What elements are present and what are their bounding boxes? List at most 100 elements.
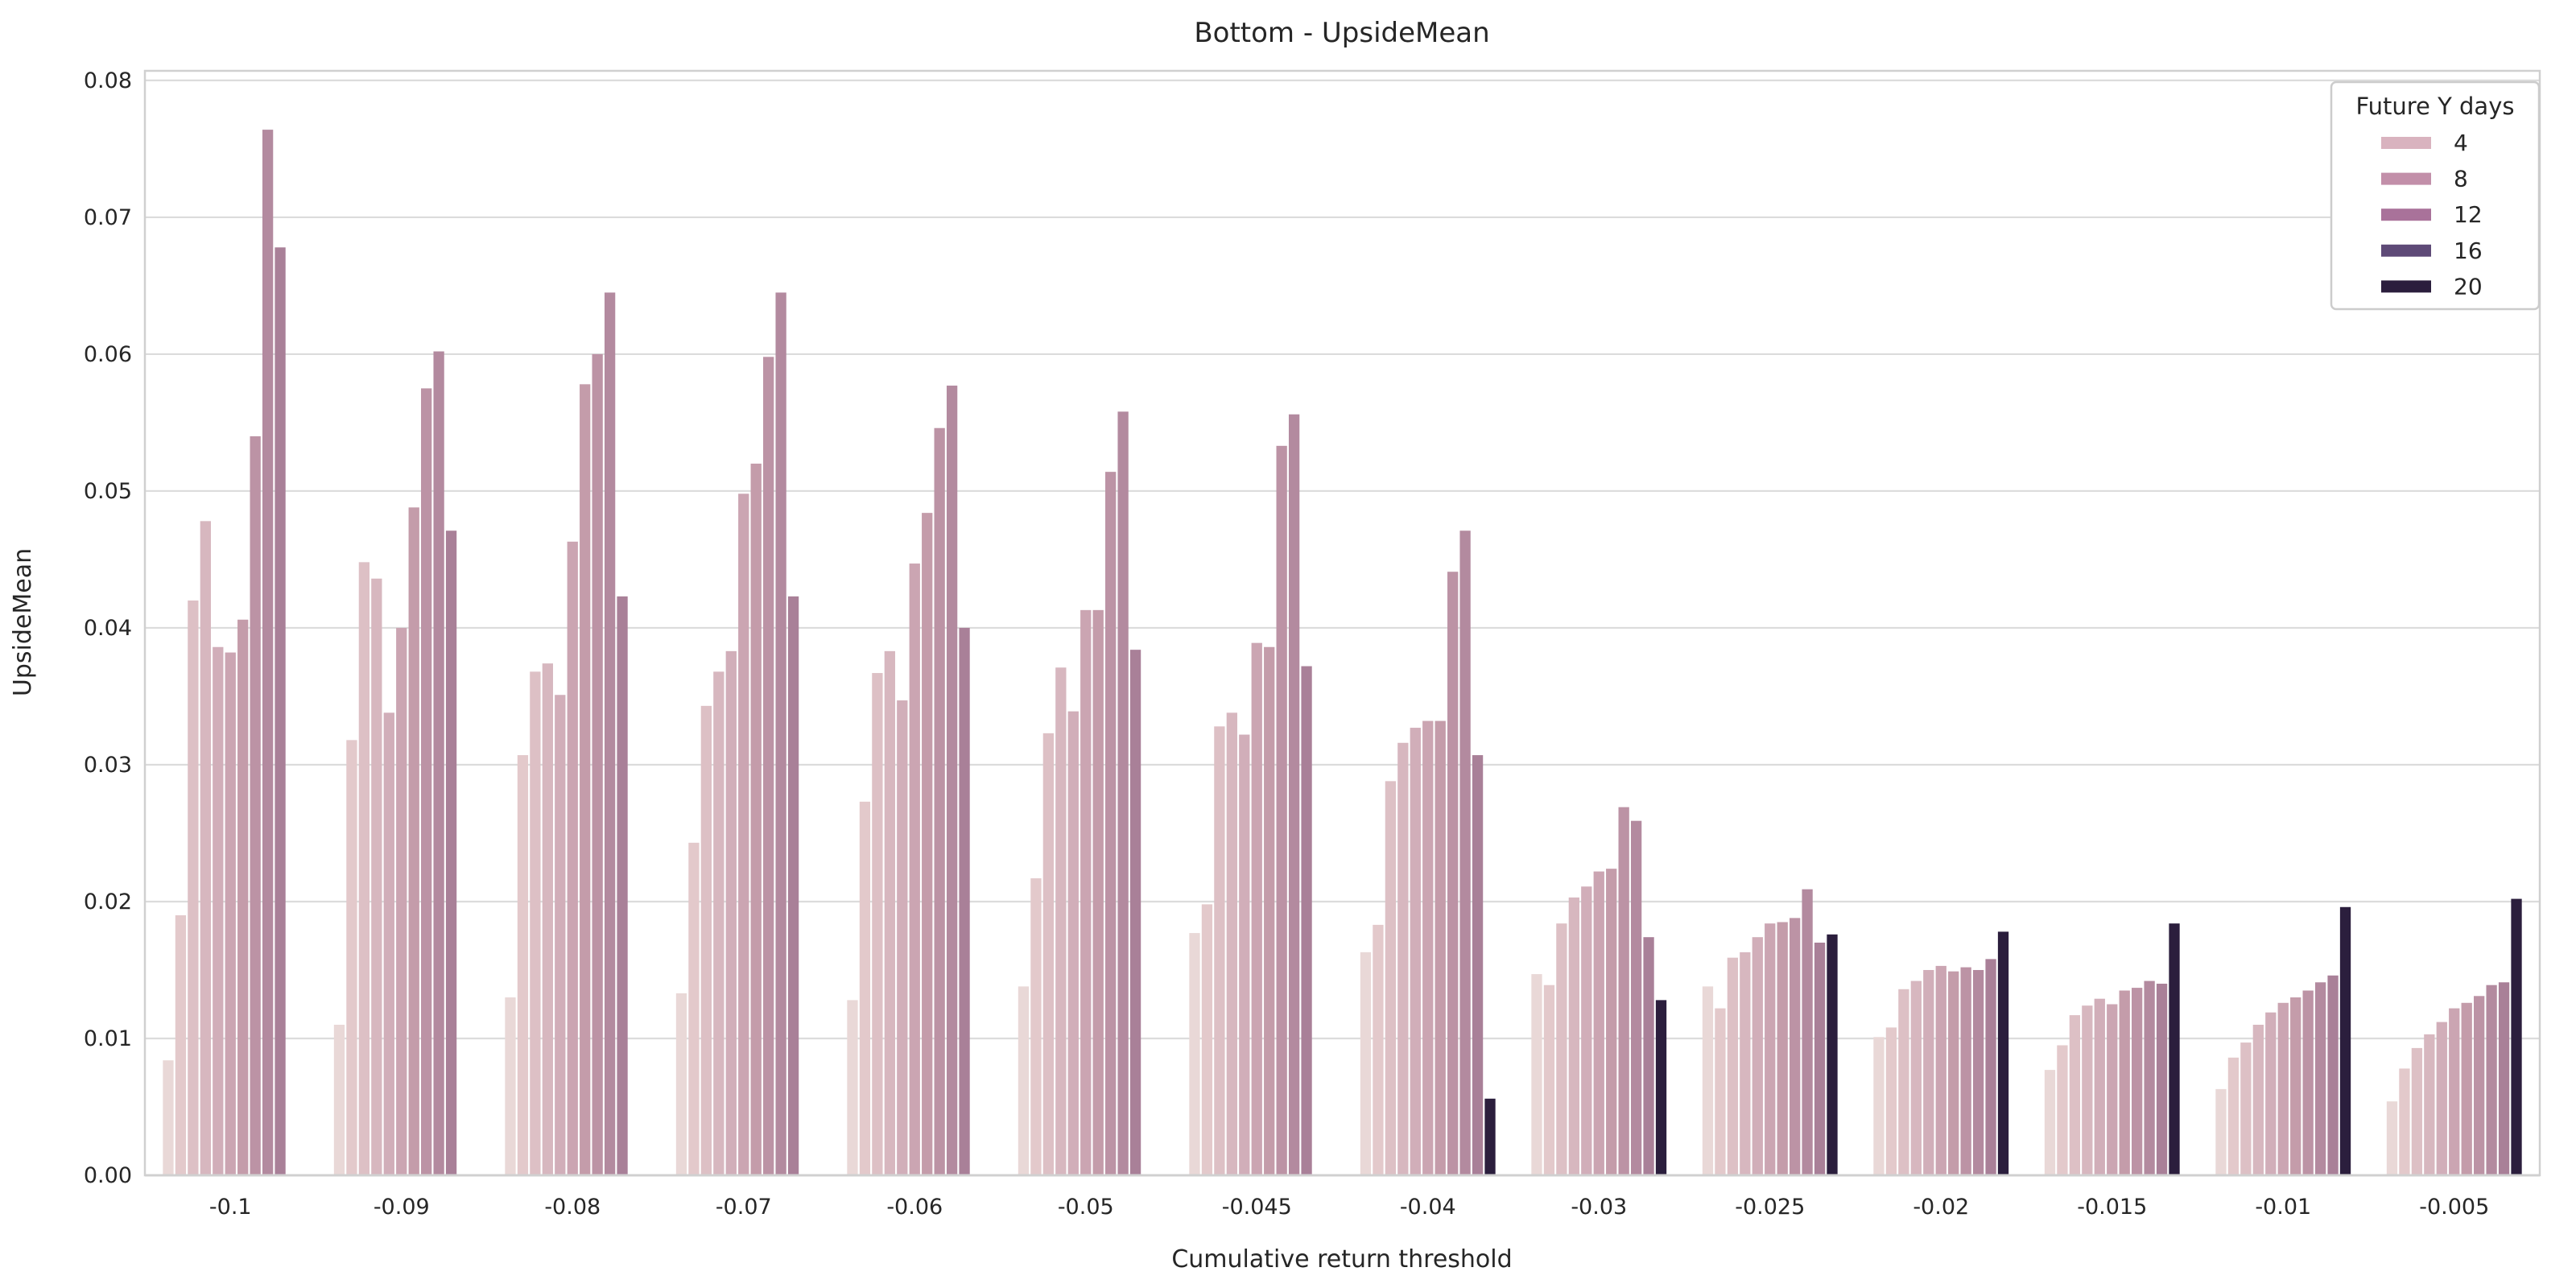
axes-spines-layer bbox=[143, 69, 2541, 1177]
bar-day7-cat-0.025 bbox=[1777, 922, 1788, 1175]
bar-day4-cat-0.005 bbox=[2424, 1034, 2435, 1175]
bar-day1-cat-0.07 bbox=[675, 993, 687, 1175]
y-axis-title: UpsideMean bbox=[9, 548, 37, 696]
legend-swatch-20 bbox=[2381, 280, 2431, 293]
bar-day7-cat-0.03 bbox=[1606, 869, 1617, 1175]
legend-entries: 4 8 12 16 20 bbox=[2381, 130, 2483, 299]
bar-day5-cat-0.09 bbox=[383, 712, 394, 1175]
bar-day3-cat-0.04 bbox=[1385, 781, 1397, 1175]
bar-day10-cat-0.01 bbox=[2327, 975, 2339, 1175]
bar-day7-cat-0.08 bbox=[580, 384, 591, 1175]
bar-day10-cat-0.045 bbox=[1301, 666, 1312, 1175]
bar-day6-cat-0.045 bbox=[1251, 642, 1262, 1175]
bar-day7-cat-0.005 bbox=[2461, 1002, 2472, 1175]
bar-day1-cat-0.05 bbox=[1018, 986, 1030, 1175]
bar-day3-cat-0.07 bbox=[700, 705, 712, 1175]
bar-day20-cat-0.015 bbox=[2169, 923, 2180, 1175]
bar-day8-cat-0.045 bbox=[1276, 445, 1287, 1175]
bar-day9-cat-0.07 bbox=[775, 292, 786, 1176]
bar-day4-cat-0.015 bbox=[2082, 1005, 2093, 1175]
bar-day5-cat-0.1 bbox=[213, 646, 224, 1175]
bar-day2-cat-0.02 bbox=[1885, 1027, 1897, 1175]
y-tick-label: 0.03 bbox=[84, 753, 132, 778]
bar-day5-cat-0.02 bbox=[1923, 969, 1934, 1175]
legend-label-16: 16 bbox=[2454, 237, 2483, 264]
bar-day4-cat-0.07 bbox=[713, 671, 724, 1175]
bar-day6-cat-0.005 bbox=[2449, 1008, 2460, 1175]
bar-day2-cat-0.06 bbox=[859, 801, 871, 1175]
bar-day2-cat-0.015 bbox=[2057, 1045, 2068, 1175]
legend-swatch-8 bbox=[2381, 172, 2431, 185]
bar-day4-cat-0.09 bbox=[371, 578, 382, 1175]
legend-swatch-16 bbox=[2381, 244, 2431, 257]
x-tick-label: -0.08 bbox=[544, 1195, 601, 1220]
x-tick-labels-layer: -0.1 -0.09 -0.08 -0.07 -0.06 -0.05 -0.045 -0.04… bbox=[209, 1195, 2489, 1220]
bar-day2-cat-0.08 bbox=[517, 755, 529, 1175]
bar-day7-cat-0.07 bbox=[750, 463, 762, 1175]
bar-day9-cat-0.01 bbox=[2314, 982, 2326, 1175]
bar-day20-cat-0.03 bbox=[1655, 1000, 1667, 1175]
bar-day1-cat-0.08 bbox=[505, 997, 516, 1175]
bar-day4-cat-0.05 bbox=[1055, 667, 1067, 1175]
bar-day7-cat-0.09 bbox=[408, 507, 419, 1175]
bar-day1-cat-0.02 bbox=[1873, 1037, 1885, 1175]
bar-day2-cat-0.025 bbox=[1715, 1008, 1726, 1175]
bar-day5-cat-0.04 bbox=[1410, 728, 1421, 1175]
bar-day9-cat-0.02 bbox=[1972, 969, 1984, 1175]
bar-day4-cat-0.04 bbox=[1397, 742, 1409, 1175]
bar-day5-cat-0.005 bbox=[2436, 1022, 2447, 1175]
bar-day4-cat-0.03 bbox=[1568, 897, 1579, 1175]
bar-day8-cat-0.07 bbox=[763, 357, 774, 1175]
bar-day9-cat-0.015 bbox=[2144, 980, 2155, 1175]
bar-day6-cat-0.04 bbox=[1422, 720, 1434, 1175]
bar-day10-cat-0.07 bbox=[787, 596, 799, 1175]
bar-day20-cat-0.01 bbox=[2339, 906, 2351, 1175]
bar-day4-cat-0.06 bbox=[884, 650, 895, 1175]
y-tick-label: 0.00 bbox=[84, 1163, 132, 1188]
bar-day3-cat-0.045 bbox=[1214, 726, 1225, 1175]
bar-day2-cat-0.01 bbox=[2227, 1057, 2240, 1175]
bar-day10-cat-0.015 bbox=[2156, 983, 2168, 1175]
y-tick-label: 0.07 bbox=[84, 205, 132, 230]
bar-day3-cat-0.1 bbox=[188, 600, 199, 1175]
bar-day8-cat-0.02 bbox=[1960, 967, 1971, 1175]
bar-day6-cat-0.015 bbox=[2107, 1004, 2118, 1175]
bar-day6-cat-0.09 bbox=[396, 627, 407, 1175]
bar-day3-cat-0.01 bbox=[2240, 1042, 2252, 1175]
bar-day7-cat-0.1 bbox=[237, 619, 249, 1175]
bar-day2-cat-0.1 bbox=[175, 914, 187, 1175]
y-tick-labels-layer: 0.00 0.01 0.02 0.03 0.04 0.05 0.06 0.07 0.08 bbox=[84, 68, 132, 1188]
bar-day3-cat-0.06 bbox=[872, 673, 883, 1175]
bar-day5-cat-0.045 bbox=[1239, 734, 1250, 1175]
x-tick-label: -0.01 bbox=[2255, 1195, 2311, 1220]
bar-day6-cat-0.02 bbox=[1935, 965, 1946, 1175]
x-tick-label: -0.05 bbox=[1058, 1195, 1114, 1220]
bar-day8-cat-0.09 bbox=[421, 388, 432, 1176]
chart-title: Bottom - UpsideMean bbox=[1194, 17, 1489, 49]
x-tick-label: -0.005 bbox=[2419, 1195, 2489, 1220]
bar-day9-cat-0.05 bbox=[1117, 411, 1129, 1176]
bar-day8-cat-0.03 bbox=[1618, 807, 1629, 1175]
bar-day3-cat-0.09 bbox=[358, 562, 370, 1175]
bar-day1-cat-0.01 bbox=[2215, 1088, 2227, 1175]
bar-day1-cat-0.005 bbox=[2386, 1101, 2398, 1175]
bar-day8-cat-0.08 bbox=[592, 353, 603, 1175]
bar-day2-cat-0.07 bbox=[688, 842, 700, 1175]
bar-day6-cat-0.06 bbox=[909, 564, 920, 1175]
gridlines-layer bbox=[145, 79, 2540, 1177]
bar-day20-cat-0.04 bbox=[1484, 1098, 1496, 1175]
bar-day9-cat-0.09 bbox=[433, 351, 444, 1175]
bar-day9-cat-0.08 bbox=[604, 292, 616, 1176]
bar-day20-cat-0.025 bbox=[1827, 934, 1838, 1175]
legend-label-20: 20 bbox=[2454, 273, 2483, 299]
x-tick-label: -0.02 bbox=[1913, 1195, 1969, 1220]
bar-day3-cat-0.015 bbox=[2069, 1015, 2081, 1175]
bar-day4-cat-0.01 bbox=[2252, 1024, 2264, 1175]
bar-day3-cat-0.02 bbox=[1898, 989, 1909, 1175]
bar-day3-cat-0.08 bbox=[530, 671, 541, 1175]
bar-day2-cat-0.03 bbox=[1543, 985, 1555, 1175]
bar-day1-cat-0.09 bbox=[333, 1024, 345, 1175]
bar-day10-cat-0.005 bbox=[2498, 982, 2510, 1175]
bar-day1-cat-0.06 bbox=[847, 1000, 858, 1175]
